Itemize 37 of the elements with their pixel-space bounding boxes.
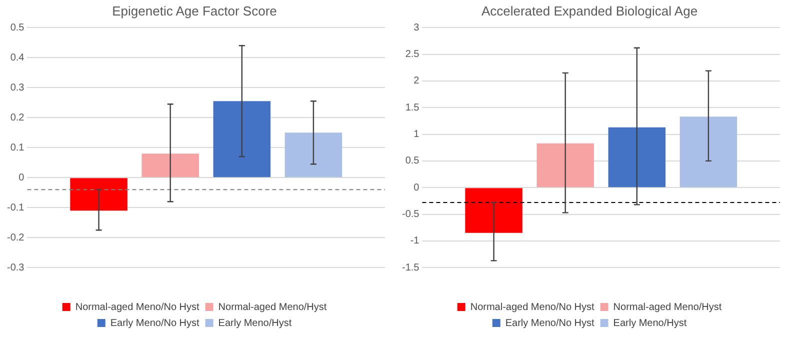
y-tick-label: 1.5 bbox=[405, 102, 420, 114]
bar bbox=[680, 116, 738, 188]
legend-label: Normal-aged Meno/No Hyst bbox=[75, 302, 200, 313]
y-tick-label: 2.5 bbox=[405, 49, 420, 60]
chart-title: Epigenetic Age Factor Score bbox=[112, 3, 277, 18]
bar bbox=[536, 143, 594, 188]
y-tick-label: 0 bbox=[414, 182, 420, 194]
y-tick-label: -1.5 bbox=[402, 262, 420, 274]
bar bbox=[284, 132, 342, 178]
y-tick-label: 0 bbox=[18, 172, 25, 184]
y-tick-label: 2 bbox=[414, 76, 420, 87]
bar bbox=[142, 154, 199, 178]
legend-label: Normal-aged Meno/Hyst bbox=[218, 302, 327, 313]
bar bbox=[465, 188, 522, 233]
y-tick-label: -1 bbox=[410, 236, 420, 247]
legend-label: Early Meno/Hyst bbox=[613, 318, 687, 329]
y-tick-label: -0.5 bbox=[402, 209, 420, 220]
y-tick-label: -0.1 bbox=[6, 202, 25, 214]
legend-label: Early Meno/Hyst bbox=[218, 318, 292, 329]
y-tick-label: 0.3 bbox=[10, 82, 25, 94]
y-tick-label: 0.5 bbox=[405, 156, 420, 167]
y-tick-label: 0.4 bbox=[10, 52, 25, 64]
legend-label: Normal-aged Meno/No Hyst bbox=[470, 302, 594, 313]
y-tick-label: 0.5 bbox=[10, 22, 25, 34]
legend-label: Early Meno/No Hyst bbox=[505, 318, 594, 329]
bar bbox=[608, 127, 666, 188]
bar bbox=[213, 101, 271, 178]
y-tick-label: -0.2 bbox=[6, 232, 25, 244]
y-tick-label: 0.2 bbox=[10, 112, 25, 124]
legend-label: Early Meno/No Hyst bbox=[110, 318, 200, 329]
y-tick-label: -0.3 bbox=[6, 262, 25, 274]
bar bbox=[70, 178, 128, 211]
chart-title: Accelerated Expanded Biological Age bbox=[481, 3, 698, 18]
legend-label: Normal-aged Meno/Hyst bbox=[613, 302, 722, 313]
y-tick-label: 1 bbox=[414, 129, 420, 140]
y-tick-label: 0.1 bbox=[10, 142, 25, 154]
y-tick-label: 3 bbox=[414, 22, 420, 34]
